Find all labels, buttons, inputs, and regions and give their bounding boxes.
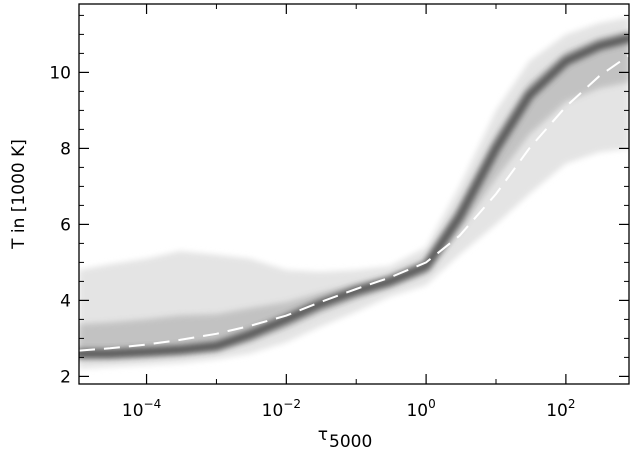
- y-axis-title: T in [1000 K]: [9, 139, 29, 250]
- y-tick-label: 2: [60, 367, 71, 387]
- x-axis-label-symbol: τ: [318, 425, 328, 445]
- x-tick-label: 10−2: [262, 397, 301, 421]
- plot-frame: [78, 3, 630, 385]
- x-axis-label-subscript: 5000: [329, 432, 372, 452]
- x-tick-label: 102: [546, 397, 575, 421]
- y-tick-label: 10: [49, 63, 71, 83]
- y-tick-label: 6: [60, 215, 71, 235]
- x-tick-label: 100: [406, 397, 435, 421]
- mean-curve-0: [79, 54, 629, 352]
- mean-curve-layer: [79, 54, 629, 352]
- axis-ticks: 10−4 10−2 100 102 2 4 6 8 10: [49, 4, 629, 421]
- x-axis-title: τ 5000: [318, 425, 373, 452]
- y-axis-label: T in [1000 K]: [9, 139, 29, 250]
- density-envelope: [79, 17, 629, 369]
- density-cloud: [79, 17, 629, 369]
- y-tick-label: 8: [60, 139, 71, 159]
- density-core: [79, 33, 629, 359]
- y-tick-label: 4: [60, 291, 71, 311]
- x-tick-label: 10−4: [122, 397, 161, 421]
